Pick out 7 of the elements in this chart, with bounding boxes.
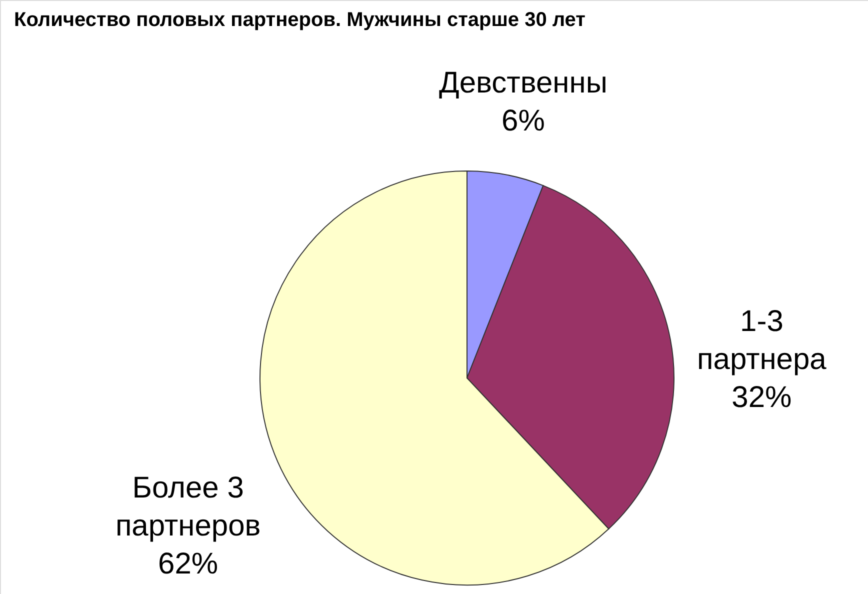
slice-label: 1-3 партнера — [697, 304, 827, 376]
data-label: 32% — [732, 380, 792, 414]
data-label: 6% — [502, 104, 545, 138]
chart-title: Количество половых партнеров. Мужчины старше 30 лет — [14, 9, 586, 31]
data-label: 62% — [158, 547, 218, 580]
slice-label: Девственны — [439, 66, 608, 100]
slice-label: Более 3 партнеров — [115, 471, 261, 542]
